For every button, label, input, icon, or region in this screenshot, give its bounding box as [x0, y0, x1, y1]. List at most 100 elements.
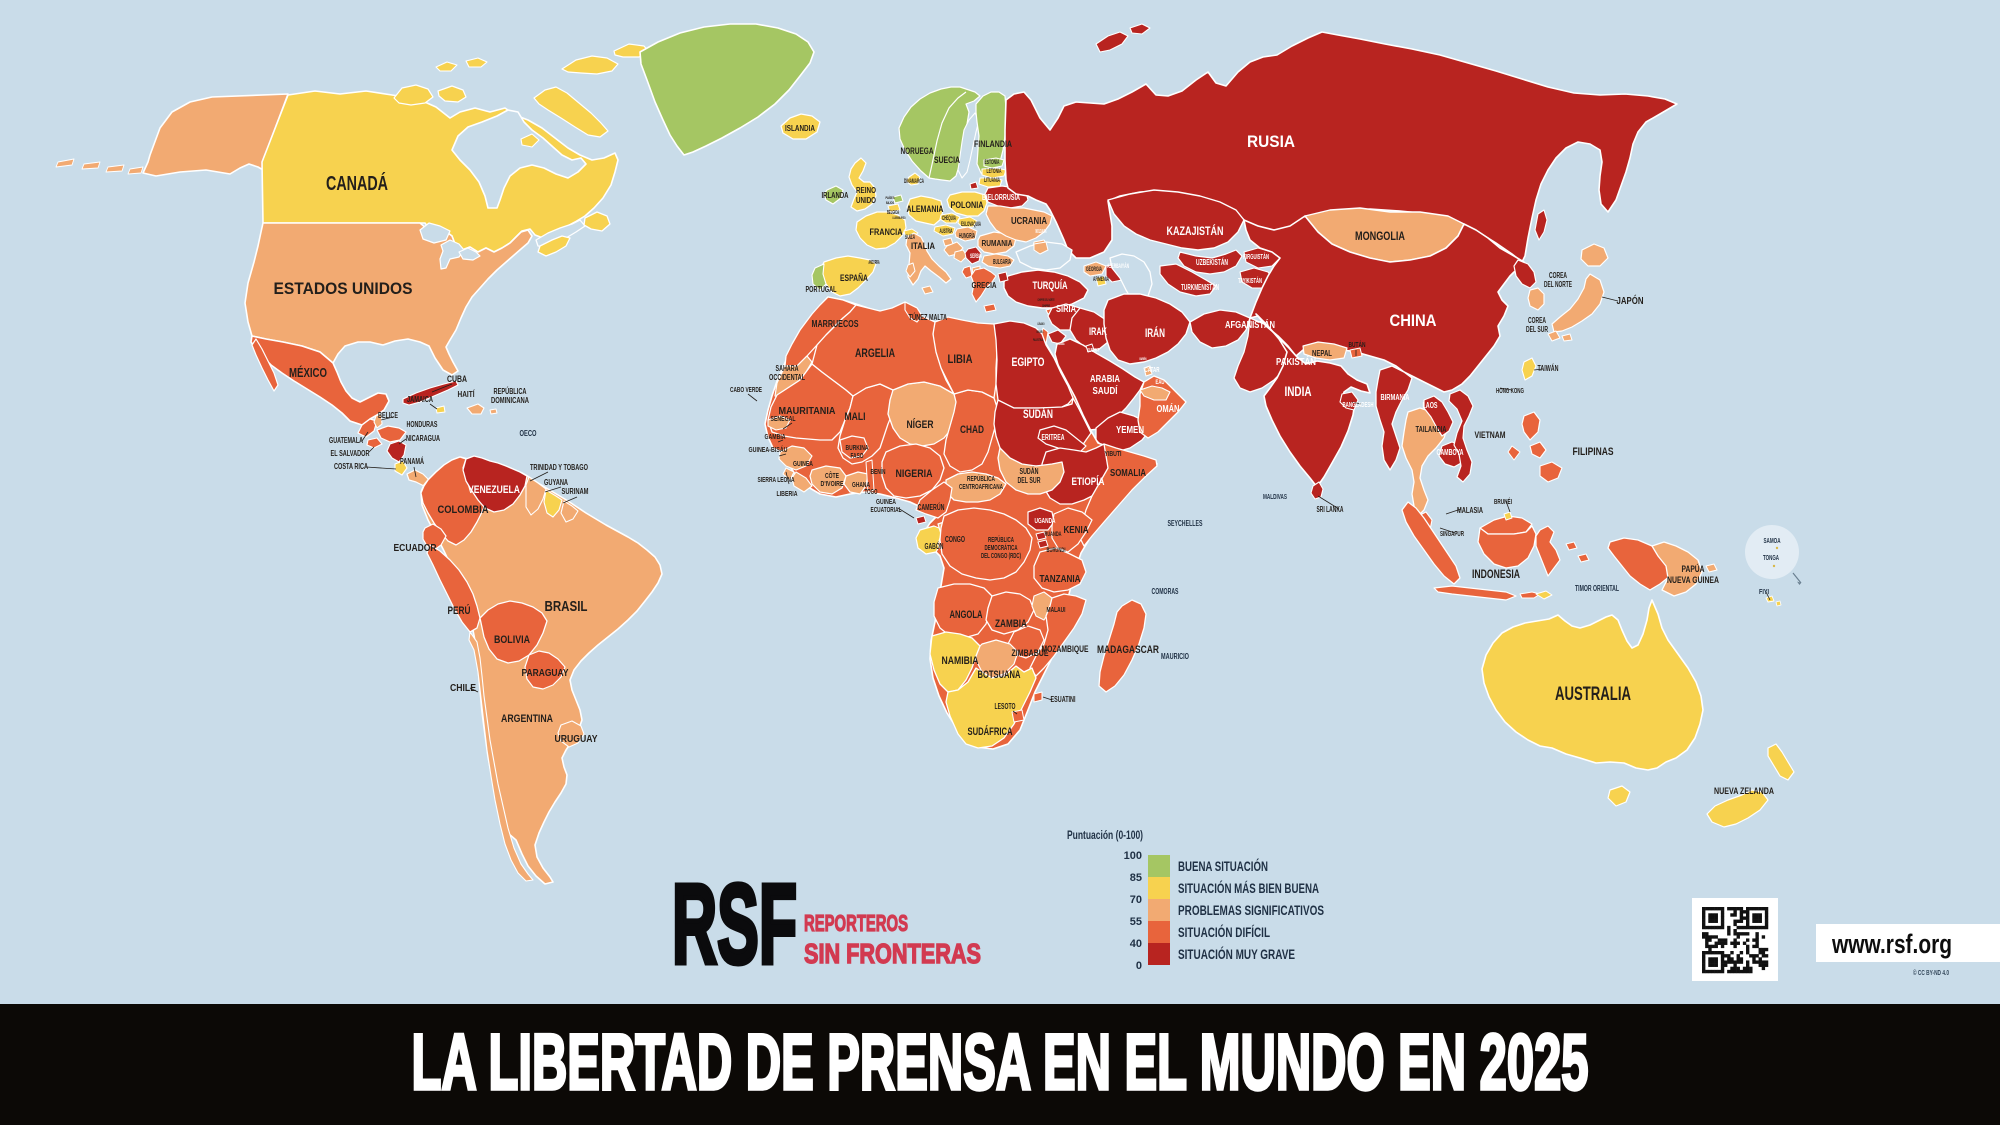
svg-text:BRUNÉI: BRUNÉI	[1494, 497, 1512, 506]
svg-text:COREA: COREA	[1549, 271, 1567, 280]
svg-text:70: 70	[1130, 894, 1142, 906]
svg-text:MOZAMBIQUE: MOZAMBIQUE	[1042, 644, 1089, 654]
svg-text:GRECIA: GRECIA	[972, 281, 997, 290]
svg-text:SAMOA: SAMOA	[1764, 538, 1781, 545]
svg-text:ETIOPÍA: ETIOPÍA	[1072, 475, 1105, 488]
svg-text:DEL CONGO (RDC): DEL CONGO (RDC)	[981, 553, 1021, 560]
svg-text:MALDIVAS: MALDIVAS	[1263, 494, 1287, 501]
svg-text:FINLANDIA: FINLANDIA	[974, 139, 1012, 149]
svg-text:AUSTRALIA: AUSTRALIA	[1555, 684, 1631, 705]
svg-text:HUNGRÍA: HUNGRÍA	[959, 231, 975, 240]
svg-text:ARGENTINA: ARGENTINA	[501, 713, 553, 725]
svg-text:EL SALVADOR: EL SALVADOR	[331, 449, 370, 458]
svg-text:GUINEA: GUINEA	[793, 461, 813, 468]
svg-text:CATAR: CATAR	[1145, 367, 1160, 374]
svg-text:DOMINICANA: DOMINICANA	[491, 396, 529, 405]
svg-text:LUXEMBURGO: LUXEMBURGO	[893, 215, 906, 220]
svg-text:RUSIA: RUSIA	[1247, 132, 1295, 151]
svg-text:ALEMANIA: ALEMANIA	[907, 204, 944, 214]
svg-text:ERITREA: ERITREA	[1042, 433, 1065, 442]
svg-text:ECUATORIAL: ECUATORIAL	[871, 507, 902, 514]
svg-text:SURINAM: SURINAM	[562, 487, 589, 496]
svg-text:ISLANDIA: ISLANDIA	[785, 124, 815, 133]
svg-text:SUIZA: SUIZA	[905, 235, 915, 241]
svg-text:CHILE: CHILE	[450, 683, 476, 694]
svg-text:CHINA: CHINA	[1390, 311, 1437, 330]
svg-text:LIBIA: LIBIA	[948, 352, 973, 366]
svg-text:PALESTINA: PALESTINA	[1033, 337, 1043, 342]
svg-text:MOLDAVIA: MOLDAVIA	[1036, 229, 1047, 235]
svg-text:ZIMBABUE: ZIMBABUE	[1012, 648, 1049, 658]
svg-text:IRAK: IRAK	[1089, 326, 1107, 338]
svg-text:MALTA: MALTA	[929, 313, 947, 322]
svg-text:BIRMANIA: BIRMANIA	[1381, 393, 1410, 402]
svg-text:CHIPRE DEL NORTE: CHIPRE DEL NORTE	[1038, 297, 1055, 302]
svg-text:LETONIA: LETONIA	[987, 169, 1002, 175]
svg-text:JORDANIA: JORDANIA	[1056, 341, 1065, 346]
svg-text:55: 55	[1130, 916, 1142, 928]
svg-text:ZAMBIA: ZAMBIA	[995, 618, 1027, 630]
svg-text:AUSTRIA: AUSTRIA	[940, 229, 953, 235]
svg-text:RUANDA: RUANDA	[1045, 532, 1062, 538]
svg-text:HAITÍ: HAITÍ	[458, 390, 476, 399]
svg-text:TAILANDIA: TAILANDIA	[1416, 425, 1447, 434]
svg-text:HONDURAS: HONDURAS	[407, 420, 438, 429]
svg-text:FRANCIA: FRANCIA	[870, 227, 903, 237]
svg-text:MALAUI: MALAUI	[1047, 607, 1066, 614]
svg-text:YEMEN: YEMEN	[1116, 425, 1144, 436]
svg-text:TOGO: TOGO	[865, 489, 878, 496]
svg-text:JAMAICA: JAMAICA	[407, 395, 433, 404]
svg-text:MARRUECOS: MARRUECOS	[812, 319, 859, 330]
svg-text:BIELORRUSIA: BIELORRUSIA	[982, 193, 1020, 202]
svg-text:CANADÁ: CANADÁ	[326, 172, 388, 195]
svg-text:MÉXICO: MÉXICO	[289, 365, 327, 380]
svg-text:SENEGAL: SENEGAL	[771, 416, 797, 423]
svg-text:TAYIKISTÁN: TAYIKISTÁN	[1238, 276, 1262, 285]
svg-text:IRÁN: IRÁN	[1145, 325, 1165, 340]
svg-text:CUBA: CUBA	[447, 374, 467, 384]
svg-text:SOMALIA: SOMALIA	[1110, 468, 1146, 479]
svg-text:40: 40	[1130, 938, 1142, 950]
svg-text:VENEZUELA: VENEZUELA	[468, 484, 520, 496]
svg-text:SAUDÍ: SAUDÍ	[1093, 384, 1118, 397]
svg-text:FASO: FASO	[851, 453, 864, 460]
svg-text:OCCIDENTAL: OCCIDENTAL	[769, 373, 805, 382]
svg-text:DEL NORTE: DEL NORTE	[1544, 280, 1572, 289]
svg-text:REINO: REINO	[856, 186, 876, 195]
svg-text:SUDÁFRICA: SUDÁFRICA	[968, 725, 1013, 738]
svg-text:NICARAGUA: NICARAGUA	[406, 434, 440, 443]
svg-text:BARÉIN: BARÉIN	[1140, 356, 1147, 361]
svg-text:COSTA RICA: COSTA RICA	[334, 462, 368, 471]
svg-text:REPÚBLICA: REPÚBLICA	[988, 535, 1014, 544]
svg-text:DEMOCRÁTICA: DEMOCRÁTICA	[985, 543, 1018, 552]
svg-text:ARABIA: ARABIA	[1090, 374, 1120, 385]
svg-text:LITUANIA: LITUANIA	[984, 178, 1000, 184]
svg-text:BRASIL: BRASIL	[545, 598, 588, 615]
svg-text:REPORTEROS: REPORTEROS	[804, 910, 908, 936]
svg-text:NIGERIA: NIGERIA	[896, 468, 933, 480]
svg-text:CENTROAFRICANA: CENTROAFRICANA	[959, 484, 1003, 491]
svg-text:BULGARIA: BULGARIA	[993, 259, 1011, 266]
svg-text:PORTUGAL: PORTUGAL	[806, 285, 837, 294]
svg-text:MONGOLIA: MONGOLIA	[1355, 229, 1405, 243]
svg-text:DEL SUR: DEL SUR	[1526, 325, 1548, 334]
svg-text:TIMOR ORIENTAL: TIMOR ORIENTAL	[1575, 584, 1619, 593]
svg-text:SIN FRONTERAS: SIN FRONTERAS	[804, 938, 981, 969]
svg-text:UGANDA: UGANDA	[1035, 518, 1056, 525]
svg-text:LÍBANO: LÍBANO	[1038, 321, 1045, 326]
svg-text:BURUNDI: BURUNDI	[1047, 548, 1066, 554]
svg-text:DEL SUR: DEL SUR	[1018, 476, 1041, 485]
svg-text:D'IVOIRE: D'IVOIRE	[821, 481, 844, 488]
svg-text:100: 100	[1124, 850, 1142, 862]
svg-text:PARAGUAY: PARAGUAY	[522, 668, 569, 679]
svg-text:GHANA: GHANA	[852, 482, 870, 489]
svg-text:NAMIBIA: NAMIBIA	[942, 655, 979, 667]
svg-text:PAÍSES: PAÍSES	[886, 195, 895, 200]
svg-text:BUENA SITUACIÓN: BUENA SITUACIÓN	[1178, 859, 1268, 874]
svg-text:GABÓN: GABÓN	[925, 542, 944, 551]
svg-text:SITUACIÓN MÁS BIEN BUENA: SITUACIÓN MÁS BIEN BUENA	[1178, 881, 1319, 896]
svg-text:JAPÓN: JAPÓN	[1617, 294, 1644, 307]
svg-text:GUATEMALA: GUATEMALA	[329, 436, 363, 445]
svg-text:UNIDO: UNIDO	[856, 196, 876, 205]
svg-text:NEPAL: NEPAL	[1312, 349, 1332, 358]
